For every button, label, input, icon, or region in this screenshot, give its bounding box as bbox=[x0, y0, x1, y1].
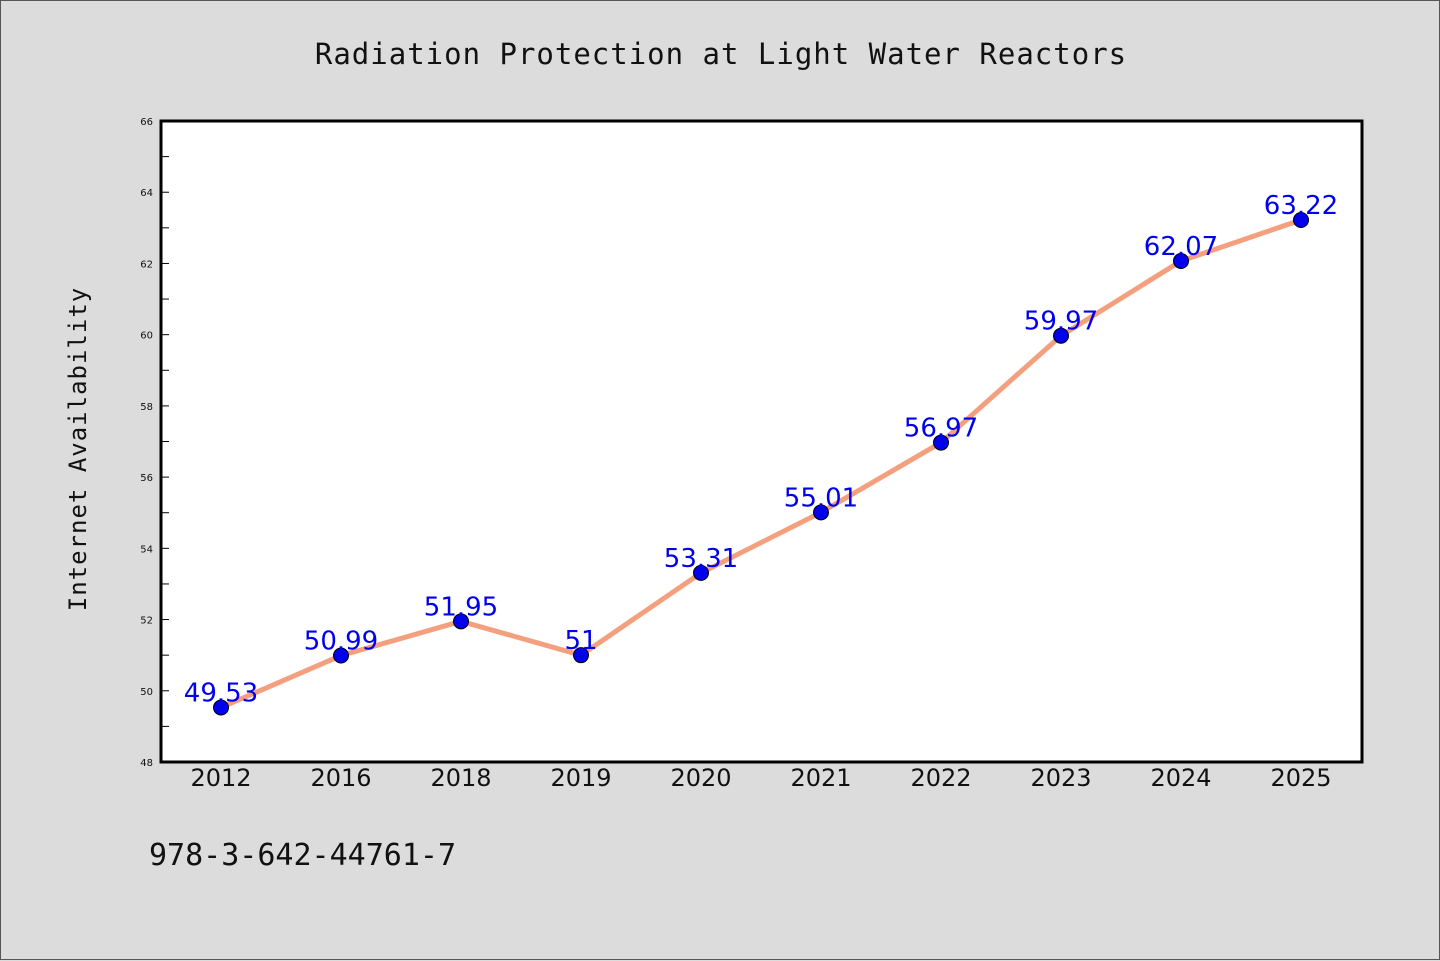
y-tick-label: 48 bbox=[140, 758, 153, 769]
data-point bbox=[933, 434, 949, 451]
data-label: 50.99 bbox=[304, 627, 378, 657]
data-point bbox=[213, 699, 229, 716]
data-label-group: 49.53 50.99 51.95 51 53.31 55.01 56.97 59.97 62.… bbox=[184, 191, 1338, 709]
y-axis-label: Internet Availability bbox=[64, 287, 92, 611]
plot-area bbox=[159, 119, 1364, 764]
x-tick-label: 2024 bbox=[1150, 764, 1211, 792]
y-tick-label: 56 bbox=[140, 473, 153, 484]
y-tick-label: 62 bbox=[140, 259, 153, 270]
y-tick-label: 50 bbox=[140, 687, 153, 698]
data-label: 53.31 bbox=[664, 544, 738, 574]
series-line bbox=[218, 217, 1304, 711]
footnote-isbn: 978-3-642-44761-7 bbox=[149, 838, 456, 873]
data-point bbox=[1293, 211, 1309, 228]
data-point bbox=[1053, 327, 1069, 344]
chart-title: Radiation Protection at Light Water Reac… bbox=[315, 37, 1127, 71]
x-tick-label: 2022 bbox=[910, 764, 971, 792]
series-line-group bbox=[218, 217, 1304, 711]
y-axis: 48 50 52 54 56 58 60 62 64 66 bbox=[140, 117, 169, 769]
y-tick-label: 66 bbox=[140, 117, 153, 128]
data-point bbox=[693, 564, 709, 581]
marker-group bbox=[213, 211, 1309, 716]
data-point bbox=[1173, 252, 1189, 269]
data-point bbox=[813, 504, 829, 521]
x-tick-label: 2023 bbox=[1030, 764, 1091, 792]
data-point bbox=[573, 647, 589, 664]
y-tick-label: 64 bbox=[140, 188, 153, 199]
data-label: 56.97 bbox=[904, 414, 978, 444]
data-label: 51 bbox=[564, 626, 597, 656]
x-tick-label: 2019 bbox=[550, 764, 611, 792]
x-tick-label: 2021 bbox=[790, 764, 851, 792]
data-label: 59.97 bbox=[1024, 307, 1098, 337]
y-tick-label: 54 bbox=[140, 544, 153, 555]
x-axis: 2012 2016 2018 2019 2020 2021 2022 2023 2024 2025 bbox=[190, 764, 1331, 792]
y-tick-label: 52 bbox=[140, 616, 153, 627]
x-tick-label: 2012 bbox=[190, 764, 251, 792]
y-tick-label: 60 bbox=[140, 331, 153, 342]
data-label: 63.22 bbox=[1264, 191, 1338, 221]
data-label: 49.53 bbox=[184, 679, 258, 709]
data-label: 62.07 bbox=[1144, 232, 1218, 262]
x-tick-label: 2016 bbox=[310, 764, 371, 792]
x-tick-label: 2020 bbox=[670, 764, 731, 792]
x-tick-label: 2018 bbox=[430, 764, 491, 792]
x-tick-label: 2025 bbox=[1270, 764, 1331, 792]
data-label: 51.95 bbox=[424, 592, 498, 622]
data-point bbox=[333, 647, 349, 664]
data-point bbox=[453, 613, 469, 630]
y-tick-label: 58 bbox=[140, 402, 153, 413]
data-label: 55.01 bbox=[784, 483, 858, 513]
